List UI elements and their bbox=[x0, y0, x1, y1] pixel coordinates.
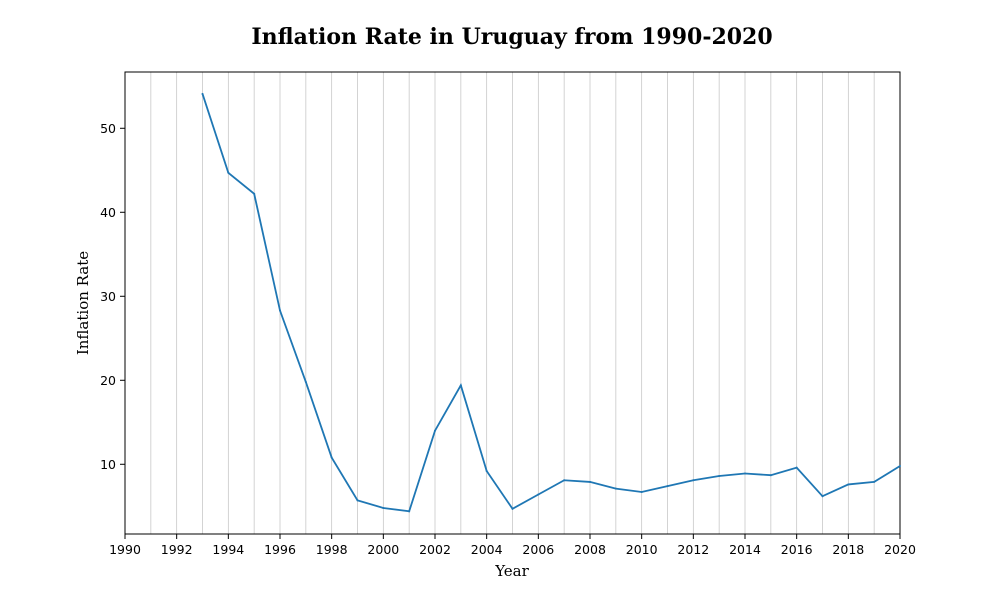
data-point-2016 bbox=[795, 466, 798, 469]
x-tick-label: 2004 bbox=[471, 542, 503, 557]
x-tick-label: 1996 bbox=[264, 542, 296, 557]
x-tick-label: 2014 bbox=[729, 542, 761, 557]
data-point-2004 bbox=[485, 470, 488, 472]
data-point-2005 bbox=[511, 507, 514, 510]
data-point-2018 bbox=[847, 483, 850, 486]
x-tick-label: 2012 bbox=[677, 542, 709, 557]
data-point-2006 bbox=[537, 493, 540, 496]
data-point-2009 bbox=[614, 487, 617, 490]
x-tick-label: 2020 bbox=[884, 542, 916, 557]
data-point-2017 bbox=[821, 495, 824, 498]
data-point-2003 bbox=[459, 384, 462, 387]
y-axis-ticks: 10 20 30 40 50 bbox=[100, 121, 125, 472]
data-point-2014 bbox=[744, 472, 746, 475]
y-tick-label: 50 bbox=[100, 121, 116, 136]
x-tick-label: 2000 bbox=[367, 542, 399, 557]
data-point-1998 bbox=[330, 456, 333, 459]
data-point-1996 bbox=[279, 309, 281, 312]
y-tick-label: 40 bbox=[100, 205, 116, 220]
data-point-1993 bbox=[201, 92, 204, 95]
y-axis-label: Inflation Rate bbox=[74, 251, 92, 355]
data-point-2000 bbox=[382, 506, 385, 509]
x-tick-label: 1998 bbox=[316, 542, 348, 557]
y-tick-label: 20 bbox=[100, 373, 116, 388]
data-point-1995 bbox=[253, 192, 256, 195]
x-tick-label: 2002 bbox=[419, 542, 451, 557]
data-point-1994 bbox=[227, 171, 230, 174]
x-tick-label: 1990 bbox=[109, 542, 141, 557]
data-point-2002 bbox=[434, 429, 436, 432]
data-point-1997 bbox=[304, 380, 307, 383]
x-tick-label: 1992 bbox=[161, 542, 193, 557]
data-point-2015 bbox=[769, 474, 772, 477]
x-tick-label: 2016 bbox=[781, 542, 813, 557]
y-tick-label: 10 bbox=[100, 457, 116, 472]
x-tick-label: 1994 bbox=[212, 542, 244, 557]
data-point-2008 bbox=[589, 480, 591, 483]
data-point-2010 bbox=[640, 491, 643, 493]
data-point-2019 bbox=[873, 480, 876, 483]
data-point-1999 bbox=[356, 499, 359, 502]
x-tick-label: 2008 bbox=[574, 542, 606, 557]
series-line-inflation-rate bbox=[201, 93, 901, 513]
data-point-2013 bbox=[718, 475, 721, 478]
x-axis-ticks: 1990 1992 1994 1996 1998 2000 2002 2004 2006 2008… bbox=[109, 534, 916, 557]
x-tick-label: 2006 bbox=[522, 542, 554, 557]
data-point-2011 bbox=[666, 485, 669, 488]
chart-title: Inflation Rate in Uruguay from 1990-2020 bbox=[251, 24, 772, 50]
y-tick-label: 30 bbox=[100, 289, 116, 304]
data-point-2007 bbox=[563, 479, 566, 482]
data-point-2012 bbox=[692, 479, 695, 482]
x-tick-label: 2010 bbox=[626, 542, 658, 557]
data-point-2020 bbox=[899, 464, 901, 467]
data-point-2001 bbox=[408, 510, 411, 513]
x-axis-label: Year bbox=[494, 562, 529, 580]
x-tick-label: 2018 bbox=[832, 542, 864, 557]
grid-lines bbox=[124, 72, 901, 534]
data-points bbox=[201, 92, 901, 513]
plot-area-frame bbox=[124, 71, 901, 535]
